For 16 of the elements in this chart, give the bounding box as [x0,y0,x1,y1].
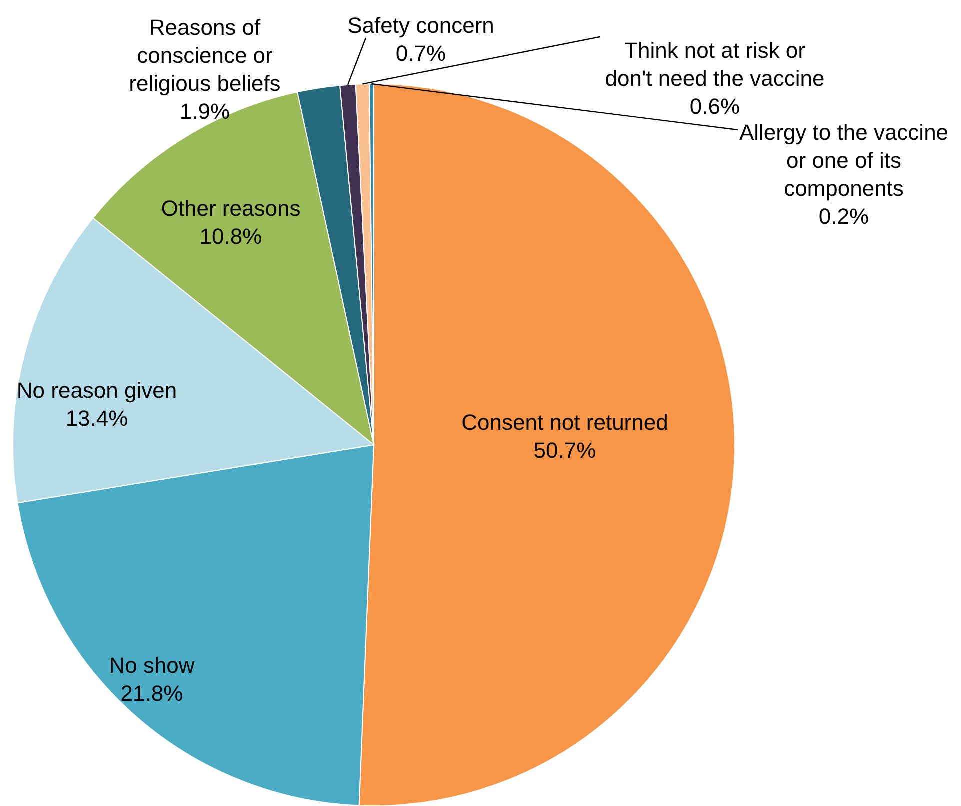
data-label: 0.2% [818,204,870,229]
slice-label: No reason given [16,378,178,403]
slice-label: Other reasons [161,196,301,221]
data-label: 0.7% [396,41,446,66]
slice-label: Consent not returned [462,410,668,435]
slice-label: Think not at risk or don't need the vaccine [605,38,825,91]
slice-label: Safety concern [348,13,494,38]
data-label: 50.7% [534,438,596,463]
slice-label: No show [109,653,195,678]
data-label: 21.8% [120,681,184,706]
data-label: 1.9% [180,99,230,124]
slice-label: Reasons of conscience or religious beliefs [129,15,281,96]
data-label: 13.4% [66,406,128,431]
data-label: 0.6% [690,94,740,119]
slice-label: Allergy to the vaccine or one of its components [739,120,949,201]
data-label: 10.8% [200,224,262,249]
